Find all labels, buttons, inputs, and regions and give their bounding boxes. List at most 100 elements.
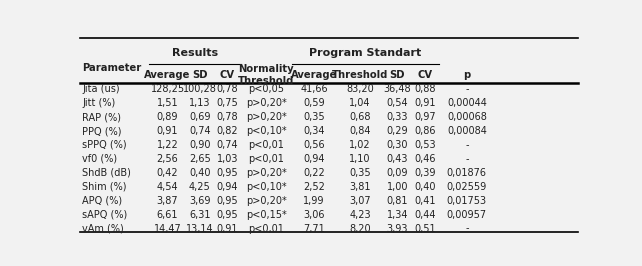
Text: 41,66: 41,66 bbox=[300, 84, 328, 94]
Text: ShdB (dB): ShdB (dB) bbox=[82, 168, 131, 178]
Text: 1,04: 1,04 bbox=[349, 98, 371, 108]
Text: CV: CV bbox=[418, 70, 433, 80]
Text: 0,01876: 0,01876 bbox=[447, 168, 487, 178]
Text: 0,84: 0,84 bbox=[349, 126, 371, 136]
Text: SD: SD bbox=[192, 70, 207, 80]
Text: 0,40: 0,40 bbox=[415, 182, 436, 192]
Text: -: - bbox=[465, 84, 469, 94]
Text: 0,88: 0,88 bbox=[415, 84, 436, 94]
Text: Jitt (%): Jitt (%) bbox=[82, 98, 116, 108]
Text: Shim (%): Shim (%) bbox=[82, 182, 126, 192]
Text: RAP (%): RAP (%) bbox=[82, 112, 121, 122]
Text: sAPQ (%): sAPQ (%) bbox=[82, 210, 128, 220]
Text: 3,87: 3,87 bbox=[157, 196, 178, 206]
Text: 2,65: 2,65 bbox=[189, 154, 211, 164]
Text: -: - bbox=[465, 140, 469, 150]
Text: 0,69: 0,69 bbox=[189, 112, 211, 122]
Text: 0,22: 0,22 bbox=[303, 168, 325, 178]
Text: 0,46: 0,46 bbox=[415, 154, 436, 164]
Text: 0,97: 0,97 bbox=[415, 112, 436, 122]
Text: Average: Average bbox=[291, 70, 337, 80]
Text: 1,03: 1,03 bbox=[216, 154, 238, 164]
Text: Parameter: Parameter bbox=[82, 63, 141, 73]
Text: 0,29: 0,29 bbox=[386, 126, 408, 136]
Text: 0,74: 0,74 bbox=[189, 126, 211, 136]
Text: 0,56: 0,56 bbox=[303, 140, 325, 150]
Text: p>0,20*: p>0,20* bbox=[246, 112, 287, 122]
Text: 1,13: 1,13 bbox=[189, 98, 211, 108]
Text: 83,20: 83,20 bbox=[346, 84, 374, 94]
Text: 4,54: 4,54 bbox=[157, 182, 178, 192]
Text: 0,78: 0,78 bbox=[216, 84, 238, 94]
Text: p<0,15*: p<0,15* bbox=[246, 210, 287, 220]
Text: 0,01753: 0,01753 bbox=[447, 196, 487, 206]
Text: 1,51: 1,51 bbox=[157, 98, 178, 108]
Text: 0,75: 0,75 bbox=[216, 98, 238, 108]
Text: 0,53: 0,53 bbox=[415, 140, 436, 150]
Text: 0,00044: 0,00044 bbox=[447, 98, 487, 108]
Text: p>0,20*: p>0,20* bbox=[246, 196, 287, 206]
Text: 0,35: 0,35 bbox=[349, 168, 371, 178]
Text: Normality
Threshold: Normality Threshold bbox=[238, 64, 295, 86]
Text: 0,33: 0,33 bbox=[386, 112, 408, 122]
Text: 3,07: 3,07 bbox=[349, 196, 371, 206]
Text: 6,61: 6,61 bbox=[157, 210, 178, 220]
Text: 0,86: 0,86 bbox=[415, 126, 436, 136]
Text: p<0,10*: p<0,10* bbox=[246, 182, 286, 192]
Text: 0,91: 0,91 bbox=[216, 223, 238, 234]
Text: 1,22: 1,22 bbox=[157, 140, 178, 150]
Text: 0,41: 0,41 bbox=[415, 196, 436, 206]
Text: 4,23: 4,23 bbox=[349, 210, 371, 220]
Text: p<0,05: p<0,05 bbox=[248, 84, 284, 94]
Text: 8,20: 8,20 bbox=[349, 223, 371, 234]
Text: 0,74: 0,74 bbox=[216, 140, 238, 150]
Text: 0,91: 0,91 bbox=[415, 98, 436, 108]
Text: p<0,10*: p<0,10* bbox=[246, 126, 286, 136]
Text: 3,81: 3,81 bbox=[349, 182, 371, 192]
Text: 1,10: 1,10 bbox=[349, 154, 371, 164]
Text: p>0,20*: p>0,20* bbox=[246, 98, 287, 108]
Text: vf0 (%): vf0 (%) bbox=[82, 154, 117, 164]
Text: 13,14: 13,14 bbox=[186, 223, 214, 234]
Text: 14,47: 14,47 bbox=[153, 223, 182, 234]
Text: 128,25: 128,25 bbox=[150, 84, 185, 94]
Text: SD: SD bbox=[390, 70, 405, 80]
Text: 1,99: 1,99 bbox=[304, 196, 325, 206]
Text: p<0,01: p<0,01 bbox=[248, 140, 284, 150]
Text: 0,44: 0,44 bbox=[415, 210, 436, 220]
Text: 0,39: 0,39 bbox=[415, 168, 436, 178]
Text: p: p bbox=[464, 70, 471, 80]
Text: Average: Average bbox=[144, 70, 191, 80]
Text: Program Standart: Program Standart bbox=[309, 48, 422, 59]
Text: 0,78: 0,78 bbox=[216, 112, 238, 122]
Text: -: - bbox=[465, 154, 469, 164]
Text: 0,00068: 0,00068 bbox=[447, 112, 487, 122]
Text: 0,82: 0,82 bbox=[216, 126, 238, 136]
Text: sPPQ (%): sPPQ (%) bbox=[82, 140, 127, 150]
Text: 4,25: 4,25 bbox=[189, 182, 211, 192]
Text: 0,59: 0,59 bbox=[303, 98, 325, 108]
Text: 0,00957: 0,00957 bbox=[447, 210, 487, 220]
Text: 2,56: 2,56 bbox=[157, 154, 178, 164]
Text: 0,30: 0,30 bbox=[386, 140, 408, 150]
Text: 6,31: 6,31 bbox=[189, 210, 211, 220]
Text: p<0,01: p<0,01 bbox=[248, 154, 284, 164]
Text: Jita (us): Jita (us) bbox=[82, 84, 120, 94]
Text: 0,35: 0,35 bbox=[303, 112, 325, 122]
Text: 0,94: 0,94 bbox=[304, 154, 325, 164]
Text: APQ (%): APQ (%) bbox=[82, 196, 123, 206]
Text: 0,95: 0,95 bbox=[216, 210, 238, 220]
Text: 0,89: 0,89 bbox=[157, 112, 178, 122]
Text: p<0,01: p<0,01 bbox=[248, 223, 284, 234]
Text: 100,28: 100,28 bbox=[183, 84, 217, 94]
Text: 0,81: 0,81 bbox=[386, 196, 408, 206]
Text: CV: CV bbox=[220, 70, 235, 80]
Text: 0,91: 0,91 bbox=[157, 126, 178, 136]
Text: 0,54: 0,54 bbox=[386, 98, 408, 108]
Text: 0,90: 0,90 bbox=[189, 140, 211, 150]
Text: 7,71: 7,71 bbox=[303, 223, 325, 234]
Text: 36,48: 36,48 bbox=[384, 84, 412, 94]
Text: 0,02559: 0,02559 bbox=[447, 182, 487, 192]
Text: 0,00084: 0,00084 bbox=[447, 126, 487, 136]
Text: 0,68: 0,68 bbox=[349, 112, 371, 122]
